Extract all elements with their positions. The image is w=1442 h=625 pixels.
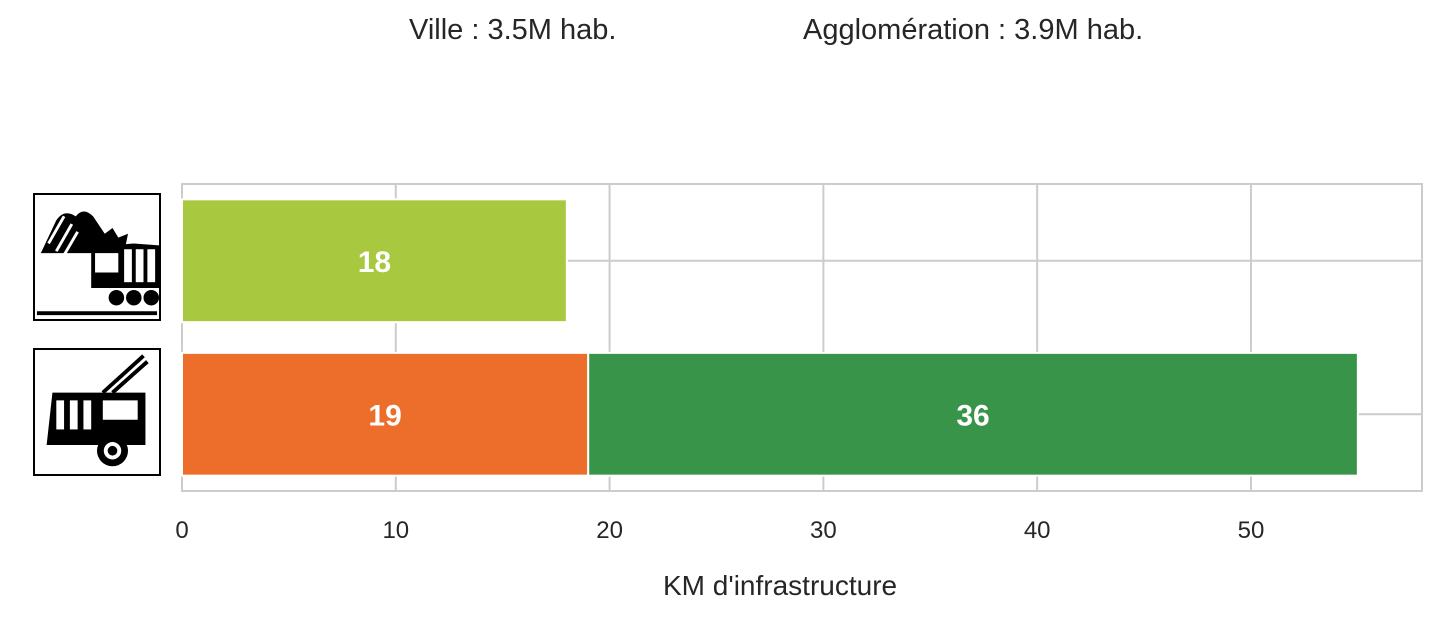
x-tick-label: 50 [1238,517,1265,544]
x-tick-label: 20 [596,517,623,544]
bar-segment-train [181,198,568,324]
x-tick-label: 40 [1024,517,1051,544]
bar-value-label: 18 [358,246,391,279]
x-tick-label: 30 [810,517,837,544]
x-tick-label: 0 [175,517,188,544]
mountain-train-icon [33,193,161,321]
x-axis-label: KM d'infrastructure [663,570,898,601]
bar-value-label: 36 [956,399,989,432]
metro-population-label: Agglomération : 3.9M hab. [803,14,1144,46]
trolleybus-icon [33,348,161,476]
x-tick-label: 10 [382,517,409,544]
city-population-label: Ville : 3.5M hab. [409,14,617,46]
bar-segment-trolleybus [181,351,590,477]
bar-value-label: 19 [368,399,401,432]
bar-segment-trolleybus [587,351,1359,477]
